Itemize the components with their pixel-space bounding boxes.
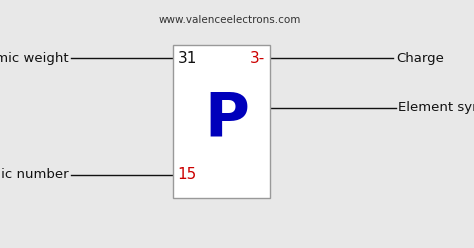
- Text: Atomic weight: Atomic weight: [0, 52, 69, 65]
- Text: Atomic number: Atomic number: [0, 168, 69, 181]
- Text: 15: 15: [178, 167, 197, 182]
- Text: Charge: Charge: [396, 52, 444, 65]
- Text: 31: 31: [178, 51, 197, 66]
- Text: www.valenceelectrons.com: www.valenceelectrons.com: [159, 15, 301, 25]
- Text: 3-: 3-: [250, 51, 265, 66]
- Text: Element symbol: Element symbol: [398, 101, 474, 114]
- Bar: [173, 45, 270, 198]
- Text: P: P: [204, 90, 249, 149]
